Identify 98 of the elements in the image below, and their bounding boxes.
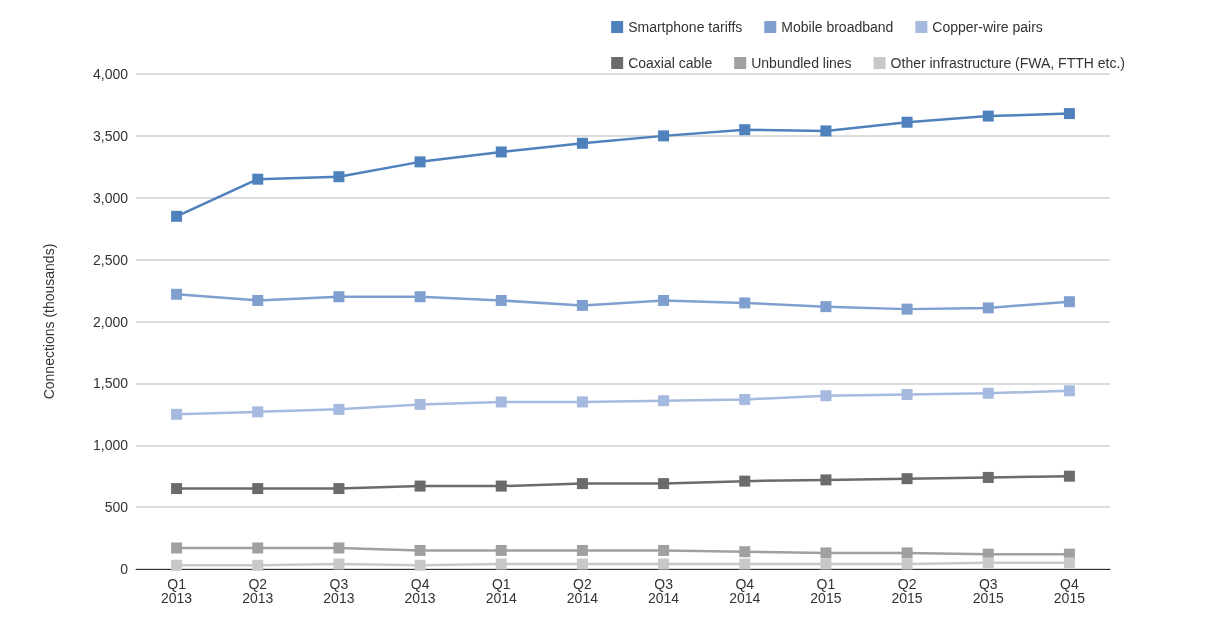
point <box>414 291 426 303</box>
point <box>576 299 588 311</box>
x-tick-label: Q2 2013 <box>242 576 274 606</box>
y-tick-label: 1,000 <box>92 437 129 454</box>
point <box>333 403 345 415</box>
x-tick-label: Q3 2015 <box>972 576 1005 606</box>
point <box>820 558 832 570</box>
x-tick-label: Q4 2013 <box>404 576 436 606</box>
point <box>658 294 670 306</box>
point <box>739 475 751 487</box>
point <box>576 558 588 570</box>
legend-label: Smartphone tariffs <box>628 19 743 35</box>
y-tick-label: 4,000 <box>92 66 129 82</box>
legend-label: Copper-wire pairs <box>932 19 1043 35</box>
point <box>901 558 913 570</box>
point <box>414 544 426 556</box>
x-tick-label: Q1 2013 <box>161 576 193 606</box>
point <box>252 406 264 418</box>
point <box>982 557 994 569</box>
point <box>333 483 345 495</box>
point <box>171 559 183 571</box>
point <box>1063 296 1075 308</box>
y-tick-label: 2,500 <box>92 251 129 268</box>
point <box>982 302 994 314</box>
point <box>495 480 507 492</box>
y-tick-label: 3,000 <box>92 189 129 206</box>
point <box>739 546 751 558</box>
point <box>495 558 507 570</box>
legend-label: Other infrastructure (FWA, FTTH etc.) <box>890 55 1126 71</box>
legend-label: Coaxial cable <box>628 55 713 71</box>
point <box>658 558 670 570</box>
point <box>1063 557 1075 569</box>
point <box>171 483 183 495</box>
point <box>901 473 913 485</box>
point <box>495 146 507 158</box>
y-tick-label: 3,500 <box>92 127 129 144</box>
y-tick-label: 0 <box>120 561 129 577</box>
point <box>333 558 345 570</box>
point <box>1063 470 1075 482</box>
point <box>252 542 264 554</box>
x-tick-label: Q2 2015 <box>891 576 923 606</box>
point <box>171 210 183 222</box>
point <box>658 478 670 490</box>
point <box>414 480 426 492</box>
x-tick-label: Q3 2013 <box>323 576 355 606</box>
point <box>739 124 751 136</box>
point <box>576 396 588 408</box>
point <box>576 478 588 490</box>
point <box>495 396 507 408</box>
point <box>495 544 507 556</box>
point <box>333 542 345 554</box>
point <box>982 110 994 122</box>
point <box>333 291 345 303</box>
point <box>252 483 264 495</box>
point <box>820 125 832 137</box>
point <box>658 544 670 556</box>
y-tick-label: 500 <box>104 499 129 516</box>
point <box>739 558 751 570</box>
point <box>658 130 670 142</box>
point <box>414 559 426 571</box>
x-tick-label: Q1 2015 <box>810 576 842 606</box>
point <box>1063 108 1075 120</box>
point <box>982 387 994 399</box>
y-tick-label: 1,500 <box>92 375 129 392</box>
legend-label: Mobile broadband <box>781 19 894 35</box>
point <box>252 173 264 185</box>
point <box>820 390 832 402</box>
x-tick-label: Q2 2014 <box>566 576 599 606</box>
point <box>820 301 832 313</box>
point <box>901 303 913 315</box>
point <box>739 393 751 405</box>
point <box>414 156 426 168</box>
x-tick-label: Q4 2015 <box>1053 576 1086 606</box>
point <box>982 471 994 483</box>
x-tick-label: Q4 2014 <box>729 576 761 606</box>
point <box>252 559 264 571</box>
point <box>576 137 588 149</box>
point <box>171 288 183 300</box>
x-tick-label: Q3 2014 <box>648 576 680 606</box>
point <box>1063 385 1075 397</box>
point <box>901 116 913 128</box>
point <box>820 547 832 559</box>
point <box>171 408 183 420</box>
point <box>901 389 913 401</box>
point <box>658 395 670 407</box>
point <box>495 294 507 306</box>
y-axis-title: Connections (thousands) <box>41 243 57 400</box>
point <box>739 297 751 309</box>
point <box>171 542 183 554</box>
x-tick-label: Q1 2014 <box>485 576 518 606</box>
point <box>901 547 913 559</box>
point <box>576 544 588 556</box>
point <box>414 398 426 410</box>
point <box>820 474 832 486</box>
legend-label: Unbundled lines <box>751 55 852 71</box>
point <box>333 171 345 183</box>
point <box>252 294 264 306</box>
y-tick-label: 2,000 <box>92 313 129 330</box>
